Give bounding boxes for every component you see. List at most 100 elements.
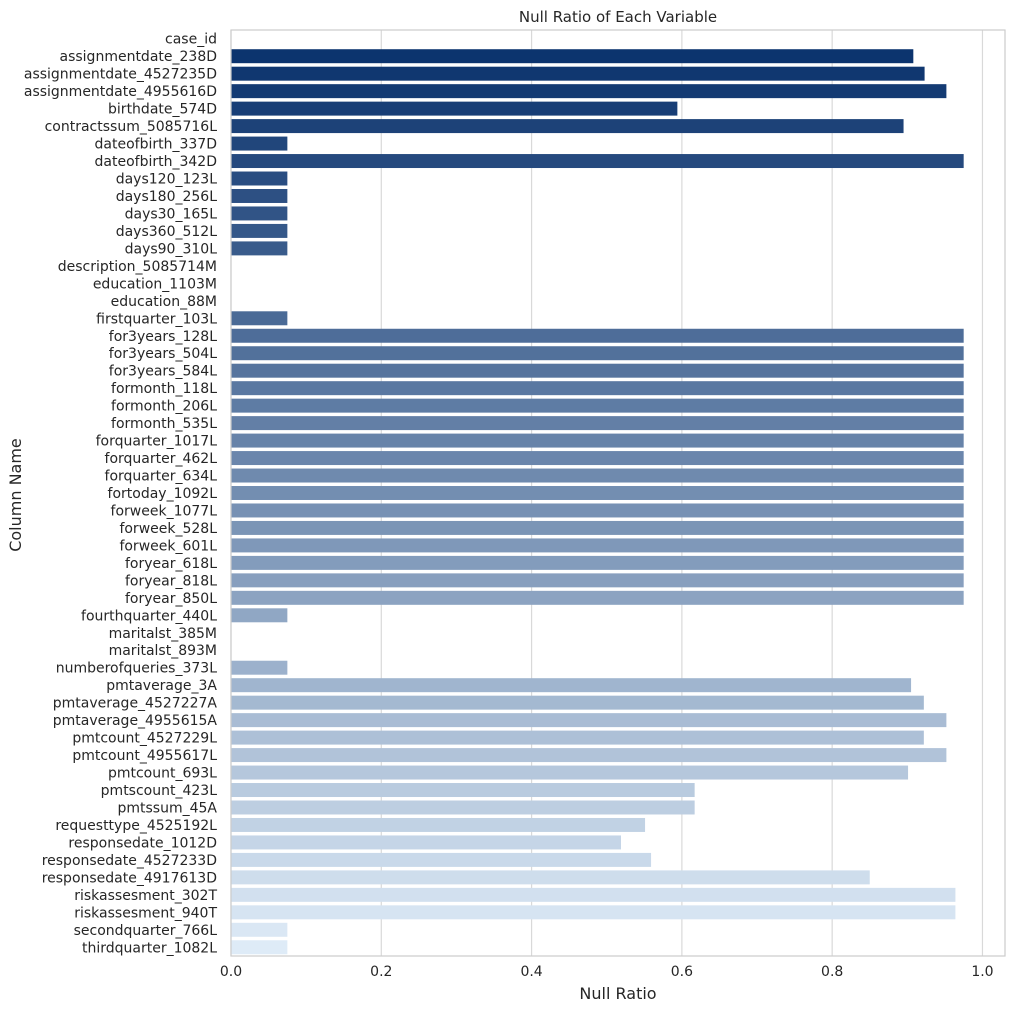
y-category-label: education_1103M	[93, 276, 217, 292]
bar-pmtaverage_4527227A	[231, 695, 924, 710]
y-category-label: assignmentdate_4527235D	[24, 67, 217, 83]
bar-formonth_535L	[231, 416, 964, 431]
y-category-label: thirdquarter_1082L	[82, 940, 217, 956]
y-category-label: formonth_535L	[111, 416, 217, 432]
bar-responsedate_4917613D	[231, 870, 870, 885]
bar-forweek_601L	[231, 538, 964, 553]
y-category-label: foryear_818L	[125, 573, 217, 589]
y-category-label: responsedate_1012D	[68, 835, 217, 851]
y-category-label: riskassesment_302T	[74, 888, 217, 904]
y-category-label: riskassesment_940T	[74, 905, 217, 921]
y-category-label: maritalst_385M	[109, 626, 217, 642]
bar-pmtaverage_4955615A	[231, 713, 947, 728]
y-category-label: days90_310L	[125, 241, 218, 257]
bar-fourthquarter_440L	[231, 608, 288, 623]
bar-days360_512L	[231, 223, 288, 238]
bar-foryear_850L	[231, 590, 964, 605]
bar-responsedate_1012D	[231, 835, 622, 850]
y-category-label: requesttype_4525192L	[55, 818, 217, 834]
bar-days120_123L	[231, 171, 288, 186]
y-category-label: for3years_128L	[109, 329, 217, 345]
bar-birthdate_574D	[231, 101, 678, 116]
x-tick-label: 0.8	[821, 964, 843, 980]
y-axis-label: Column Name	[6, 438, 25, 552]
bar-pmtcount_693L	[231, 765, 909, 780]
y-category-label: firstquarter_103L	[96, 311, 217, 327]
y-category-label: dateofbirth_337D	[95, 137, 217, 153]
bar-for3years_504L	[231, 346, 964, 361]
y-category-label: maritalst_893M	[109, 643, 217, 659]
y-category-label: assignmentdate_4955616D	[24, 84, 217, 100]
bar-numberofqueries_373L	[231, 660, 288, 675]
y-category-label: forquarter_462L	[105, 451, 218, 467]
bar-days180_256L	[231, 188, 288, 203]
bar-secondquarter_766L	[231, 922, 288, 937]
bar-formonth_206L	[231, 398, 964, 413]
bar-forquarter_634L	[231, 468, 964, 483]
y-category-label: forweek_1077L	[111, 503, 218, 519]
bars	[231, 49, 964, 955]
y-category-label: case_id	[165, 32, 217, 48]
bar-dateofbirth_342D	[231, 154, 964, 169]
x-tick-label: 0.6	[671, 964, 693, 980]
x-axis-label: Null Ratio	[579, 984, 656, 1003]
bar-formonth_118L	[231, 381, 964, 396]
y-category-label: responsedate_4527233D	[42, 853, 217, 869]
y-category-label: forweek_528L	[119, 521, 217, 537]
x-tick-label: 0.2	[370, 964, 392, 980]
bar-contractssum_5085716L	[231, 119, 904, 134]
y-category-label: pmtaverage_4527227A	[53, 696, 218, 712]
x-tick-label: 1.0	[971, 964, 993, 980]
y-category-label: pmtcount_4955617L	[72, 748, 217, 764]
y-category-label: for3years_584L	[109, 364, 217, 380]
y-category-label: pmtcount_693L	[108, 766, 217, 782]
bar-assignmentdate_238D	[231, 49, 914, 64]
y-category-label: formonth_118L	[111, 381, 217, 397]
bar-responsedate_4527233D	[231, 852, 652, 867]
bar-thirdquarter_1082L	[231, 940, 288, 955]
y-category-label: numberofqueries_373L	[56, 661, 217, 677]
y-category-label: pmtcount_4527229L	[72, 731, 217, 747]
bar-fortoday_1092L	[231, 486, 964, 500]
y-category-label: contractssum_5085716L	[45, 119, 218, 135]
bar-days30_165L	[231, 206, 288, 221]
y-category-label: foryear_850L	[125, 591, 217, 607]
y-category-label: days30_165L	[125, 206, 218, 222]
bar-forquarter_462L	[231, 451, 964, 466]
x-tick-labels: 0.0 0.2 0.4 0.6 0.8 1.0	[220, 964, 994, 980]
y-category-label: days120_123L	[116, 172, 217, 188]
bar-dateofbirth_337D	[231, 136, 288, 151]
y-category-label: dateofbirth_342D	[95, 154, 217, 170]
bar-pmtcount_4527229L	[231, 730, 924, 745]
y-category-label: formonth_206L	[111, 399, 217, 415]
y-category-label: fortoday_1092L	[108, 486, 218, 502]
y-category-label: pmtaverage_4955615A	[53, 713, 218, 729]
y-category-label: secondquarter_766L	[74, 923, 218, 939]
y-category-label: forquarter_634L	[105, 469, 218, 485]
bar-riskassesment_940T	[231, 905, 956, 920]
bar-riskassesment_302T	[231, 887, 956, 902]
bar-pmtssum_45A	[231, 800, 695, 815]
y-category-label: foryear_618L	[125, 556, 217, 572]
y-category-label: birthdate_574D	[108, 102, 217, 118]
bar-assignmentdate_4955616D	[231, 84, 947, 99]
bar-pmtaverage_3A	[231, 678, 912, 693]
x-tick-label: 0.4	[520, 964, 542, 980]
y-category-label: for3years_504L	[109, 346, 217, 362]
y-category-label: responsedate_4917613D	[42, 870, 217, 886]
bar-foryear_618L	[231, 555, 964, 570]
bar-assignmentdate_4527235D	[231, 66, 925, 81]
bar-forquarter_1017L	[231, 433, 964, 448]
y-category-label: fourthquarter_440L	[81, 608, 217, 624]
y-category-label: forquarter_1017L	[96, 434, 218, 450]
y-category-label: pmtaverage_3A	[106, 678, 217, 694]
bar-for3years_128L	[231, 328, 964, 343]
y-category-label: pmtssum_45A	[117, 800, 217, 816]
bar-forweek_1077L	[231, 503, 964, 518]
y-category-label: education_88M	[111, 294, 217, 310]
y-category-label: description_5085714M	[58, 259, 217, 275]
bar-days90_310L	[231, 241, 288, 256]
